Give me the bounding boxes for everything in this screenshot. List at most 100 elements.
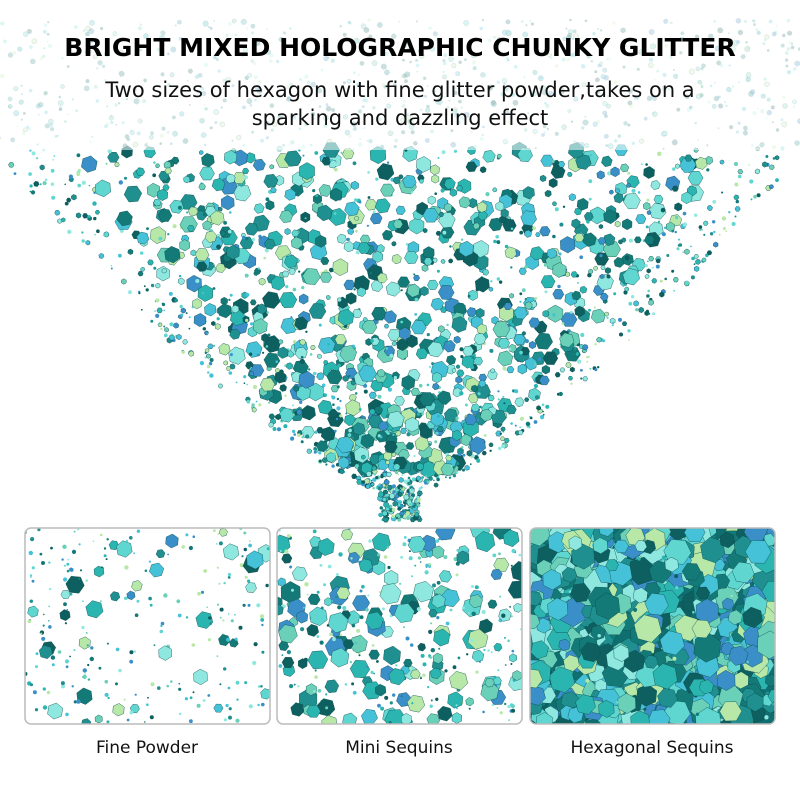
glitter-particle (604, 267, 611, 275)
glitter-particle (354, 641, 357, 645)
glitter-particle (384, 570, 399, 587)
glitter-particle (608, 189, 614, 195)
glitter-particle (540, 154, 554, 167)
glitter-particle (364, 478, 370, 485)
glitter-particle (683, 528, 706, 542)
glitter-particle (71, 685, 74, 688)
glitter-particle (129, 536, 133, 540)
glitter-particle (423, 257, 433, 266)
glitter-particle (444, 669, 448, 673)
glitter-particle (646, 198, 650, 202)
glitter-particle (337, 308, 355, 326)
glitter-particle (157, 686, 161, 690)
glitter-particle (214, 323, 221, 330)
glitter-particle (701, 257, 707, 263)
glitter-particle (92, 540, 95, 542)
glitter-particle (416, 462, 424, 471)
glitter-particle (543, 263, 548, 267)
glitter-particle (35, 652, 39, 656)
glitter-particle (268, 401, 271, 404)
glitter-particle (235, 718, 240, 723)
glitter-particle (239, 563, 244, 568)
glitter-particle (161, 302, 165, 305)
glitter-particle (50, 655, 56, 660)
glitter-particle (106, 642, 109, 645)
glitter-particle (357, 242, 371, 254)
glitter-particle (601, 155, 613, 168)
glitter-particle (327, 343, 330, 346)
glitter-particle (218, 634, 231, 647)
glitter-particle (497, 398, 500, 401)
glitter-particle (398, 174, 404, 180)
glitter-particle (209, 373, 214, 378)
glitter-particle (529, 246, 545, 261)
glitter-particle (599, 254, 603, 258)
glitter-particle (438, 647, 441, 650)
glitter-particle (67, 229, 72, 234)
glitter-particle (398, 504, 401, 506)
glitter-particle (408, 481, 412, 485)
glitter-particle (316, 590, 320, 594)
glitter-particle (519, 230, 524, 235)
glitter-particle (539, 375, 550, 386)
glitter-particle (251, 237, 255, 242)
glitter-particle (48, 561, 51, 564)
glitter-particle (116, 540, 133, 558)
glitter-particle (406, 432, 411, 437)
glitter-particle (299, 293, 309, 305)
glitter-particle (524, 265, 528, 269)
glitter-particle (349, 660, 371, 678)
glitter-particle (416, 495, 420, 499)
glitter-particle (509, 606, 511, 608)
glitter-particle (65, 665, 69, 669)
glitter-particle (152, 173, 157, 178)
glitter-particle (479, 405, 482, 409)
glitter-particle (121, 278, 127, 285)
glitter-particle (114, 162, 120, 168)
glitter-particle (178, 682, 181, 685)
glitter-particle (574, 305, 585, 318)
glitter-particle (630, 710, 650, 724)
glitter-particle (769, 164, 775, 171)
glitter-particle (488, 442, 494, 447)
glitter-particle (260, 618, 265, 622)
glitter-particle (277, 603, 284, 616)
glitter-particle (408, 506, 410, 509)
glitter-particle (496, 707, 499, 709)
glitter-particle (421, 476, 424, 479)
glitter-particle (69, 655, 71, 658)
glitter-particle (329, 632, 333, 637)
glitter-particle (231, 304, 240, 314)
glitter-particle (462, 453, 466, 457)
glitter-particle (284, 150, 302, 167)
glitter-particle (489, 449, 492, 452)
glitter-particle (443, 202, 453, 213)
glitter-particle (307, 593, 321, 606)
glitter-particle (455, 561, 460, 566)
glitter-particle (460, 355, 464, 359)
glitter-particle (468, 594, 483, 609)
glitter-particle (499, 595, 502, 598)
glitter-particle (378, 512, 383, 518)
glitter-particle (198, 150, 204, 155)
glitter-particle (115, 682, 118, 686)
glitter-particle (444, 476, 447, 479)
glitter-particle (395, 488, 398, 492)
glitter-particle (519, 426, 521, 429)
glitter-particle (354, 215, 359, 221)
glitter-particle (511, 649, 515, 653)
glitter-particle (94, 714, 103, 724)
glitter-particle (197, 591, 201, 596)
glitter-particle (226, 637, 231, 642)
glitter-particle (369, 212, 383, 225)
glitter-particle (422, 208, 439, 223)
glitter-particle (81, 239, 85, 243)
glitter-particle (216, 317, 220, 321)
glitter-particle (437, 414, 440, 418)
glitter-particle (66, 562, 70, 566)
glitter-particle (290, 702, 305, 717)
glitter-particle (643, 707, 647, 711)
glitter-particle (188, 327, 191, 330)
glitter-particle (82, 668, 88, 673)
glitter-particle (502, 529, 520, 547)
